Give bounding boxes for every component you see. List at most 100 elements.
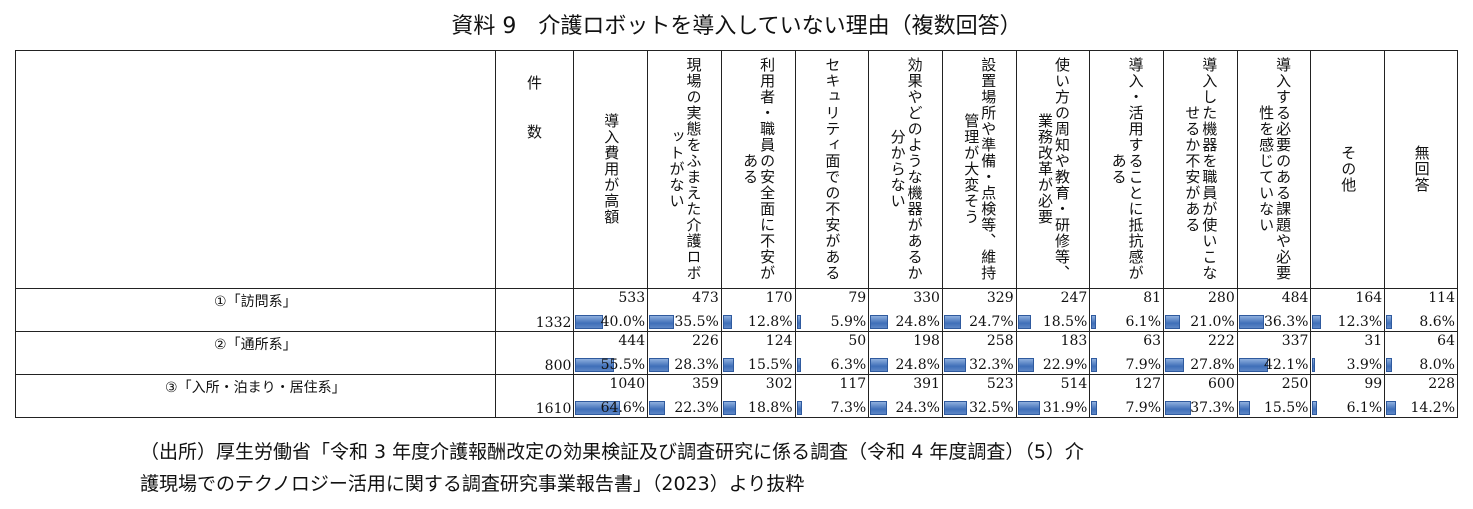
- response-count: 81: [1143, 290, 1162, 306]
- response-count: 514: [1060, 376, 1088, 392]
- percent-bar: [870, 358, 888, 372]
- percent-bar: [1091, 401, 1097, 415]
- header-count: 件数: [494, 50, 575, 289]
- percent-label: 36.3%: [1263, 314, 1309, 330]
- value-cell: 99 6.1%: [1310, 374, 1386, 418]
- response-count: 63: [1143, 333, 1162, 349]
- percent-bar: [1165, 358, 1185, 372]
- percent-label: 24.7%: [969, 314, 1014, 330]
- response-count: 484: [1281, 290, 1309, 306]
- value-cell: 228 14.2%: [1384, 374, 1458, 418]
- percent-bar: [796, 401, 802, 415]
- percent-label: 37.3%: [1190, 400, 1235, 416]
- response-count: 99: [1364, 376, 1383, 392]
- header-count-label: 件数: [525, 75, 544, 173]
- percent-bar: [722, 358, 734, 372]
- response-count: 183: [1060, 333, 1088, 349]
- percent-bar: [649, 401, 665, 415]
- response-count: 258: [986, 333, 1014, 349]
- table-body: ①「訪問系」 1332 533 40.0% 473 35.5% 170 12.8% 79 5.9%…: [15, 288, 1458, 418]
- percent-label: 32.3%: [969, 357, 1014, 373]
- row-category: ③「入所・泊まり・居住系」: [15, 374, 496, 418]
- response-count: 337: [1281, 333, 1309, 349]
- header-column: 導入した機器を職員が使いこなせるか不安がある: [1163, 50, 1238, 289]
- percent-label: 55.5%: [600, 357, 646, 373]
- percent-label: 24.8%: [895, 357, 940, 373]
- value-cell: 329 24.7%: [941, 288, 1017, 332]
- response-count: 250: [1281, 376, 1309, 392]
- value-cell: 164 12.3%: [1310, 288, 1386, 332]
- value-cell: 170 12.8%: [720, 288, 796, 332]
- response-count: 64: [1437, 333, 1455, 349]
- percent-label: 22.9%: [1042, 357, 1088, 373]
- value-cell: 473 35.5%: [647, 288, 722, 332]
- header-column-label: 導入する必要のある課題や必要性を感じていない: [1257, 57, 1293, 281]
- percent-bar: [1312, 315, 1321, 329]
- percent-label: 28.3%: [674, 357, 719, 373]
- percent-bar: [575, 358, 615, 372]
- value-cell: 31 3.9%: [1310, 331, 1386, 375]
- response-count: 359: [692, 376, 719, 392]
- percent-bar: [1386, 358, 1392, 372]
- value-cell: 533 40.0%: [573, 288, 649, 332]
- response-count: 280: [1208, 290, 1235, 306]
- header-category: [15, 50, 496, 289]
- value-cell: 198 24.8%: [868, 331, 943, 375]
- value-cell: 444 55.5%: [573, 331, 649, 375]
- percent-bar: [943, 315, 962, 329]
- value-cell: 359 22.3%: [647, 374, 722, 418]
- percent-bar: [1017, 315, 1031, 329]
- value-cell: 79 5.9%: [794, 288, 870, 332]
- response-count: 391: [913, 376, 940, 392]
- header-column: 無回答: [1384, 50, 1458, 289]
- response-count: 533: [618, 290, 646, 306]
- value-cell: 1040 64.6%: [573, 374, 649, 418]
- value-cell: 600 37.3%: [1163, 374, 1238, 418]
- response-count: 170: [765, 290, 793, 306]
- header-row: 件数 導入費用が高額 現場の実態をふまえた介護ロボットがない 利用者・職員の安全面に…: [15, 50, 1458, 289]
- percent-label: 22.3%: [674, 400, 719, 416]
- value-cell: 64 8.0%: [1384, 331, 1458, 375]
- header-column: 導入・活用することに抵抗感がある: [1089, 50, 1165, 289]
- header-column: 導入する必要のある課題や必要性を感じていない: [1236, 50, 1312, 289]
- percent-bar: [796, 358, 801, 372]
- percent-label: 5.9%: [830, 314, 867, 330]
- response-count: 124: [765, 333, 793, 349]
- response-count: 31: [1364, 333, 1383, 349]
- percent-bar: [1312, 401, 1317, 415]
- value-cell: 183 22.9%: [1015, 331, 1091, 375]
- percent-label: 35.5%: [674, 314, 719, 330]
- percent-label: 6.3%: [830, 357, 867, 373]
- response-count: 329: [986, 290, 1014, 306]
- value-cell: 302 18.8%: [720, 374, 796, 418]
- response-count: 302: [765, 376, 793, 392]
- percent-label: 8.0%: [1419, 357, 1455, 373]
- header-column-label: 効果やどのような機器があるか分からない: [888, 57, 924, 281]
- percent-bar: [1165, 401, 1192, 415]
- row-category: ②「通所系」: [15, 331, 496, 375]
- table-row: ①「訪問系」 1332 533 40.0% 473 35.5% 170 12.8% 79 5.9%…: [15, 288, 1458, 332]
- response-count: 50: [848, 333, 867, 349]
- header-column: セキュリティ面での不安がある: [794, 50, 870, 289]
- response-count: 117: [839, 376, 867, 392]
- response-count: 444: [618, 333, 646, 349]
- header-column-label: 利用者・職員の安全面に不安がある: [741, 57, 777, 281]
- header-column: 効果やどのような機器があるか分からない: [868, 50, 943, 289]
- row-category: ①「訪問系」: [15, 288, 496, 332]
- percent-label: 18.8%: [748, 400, 793, 416]
- value-cell: 250 15.5%: [1236, 374, 1312, 418]
- percent-label: 15.5%: [748, 357, 793, 373]
- header-column: 設置場所や準備・点検等、維持管理が大変そう: [941, 50, 1017, 289]
- page-title: 資料 9 介護ロボットを導入していない理由（複数回答）: [451, 14, 1022, 39]
- percent-label: 6.1%: [1346, 400, 1383, 416]
- table-row: ③「入所・泊まり・居住系」 1610 1040 64.6% 359 22.3% 302 18.…: [15, 374, 1458, 418]
- percent-label: 18.5%: [1042, 314, 1088, 330]
- percent-bar: [1091, 358, 1097, 372]
- response-count: 114: [1428, 290, 1455, 306]
- value-cell: 280 21.0%: [1163, 288, 1238, 332]
- percent-label: 40.0%: [600, 314, 646, 330]
- percent-bar: [1238, 315, 1265, 329]
- percent-bar: [1312, 358, 1316, 372]
- percent-bar: [870, 315, 888, 329]
- percent-label: 64.6%: [600, 400, 646, 416]
